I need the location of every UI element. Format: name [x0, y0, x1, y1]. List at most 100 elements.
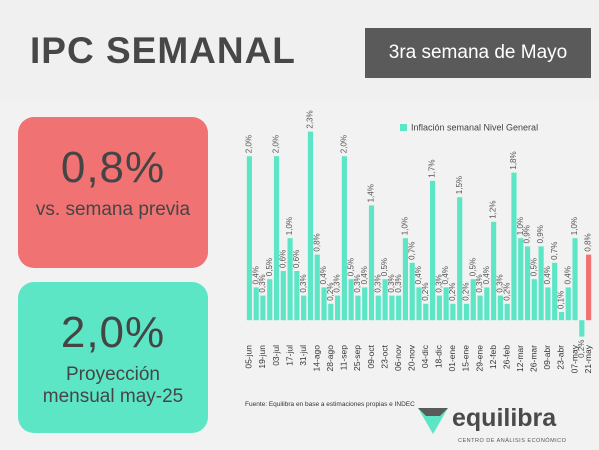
value-label: 0,5%: [468, 258, 477, 276]
value-label: 2,0%: [245, 135, 254, 153]
value-label: 0,4%: [543, 266, 552, 284]
x-tick-label: 12-mar: [515, 345, 525, 372]
value-label: 0,8%: [312, 233, 321, 251]
bar: [253, 287, 259, 321]
x-tick-label: 26-feb: [501, 345, 511, 369]
bar: [355, 295, 361, 321]
bar: [389, 295, 395, 321]
x-tick-label: 20-nov: [406, 344, 416, 371]
value-label: 1,2%: [489, 201, 498, 219]
bar: [314, 254, 320, 321]
bar: [545, 287, 551, 321]
x-tick-label: 11-sep: [339, 345, 349, 371]
bar: [572, 238, 578, 321]
x-tick-label: 31-jul: [298, 345, 308, 366]
bar: [396, 295, 402, 321]
value-label: 0,8%: [584, 233, 593, 251]
value-label: 1,8%: [509, 151, 518, 169]
bar: [402, 238, 409, 321]
value-label: 1,0%: [570, 217, 579, 235]
weekly-card: 0,8% vs. semana previa: [18, 117, 208, 268]
bar: [301, 295, 307, 321]
value-label: 0,2%: [577, 340, 586, 358]
x-tick-label: 09-oct: [366, 344, 376, 368]
value-label: 0,1%: [557, 291, 566, 309]
value-label: 0,2%: [462, 283, 471, 301]
bar: [463, 303, 470, 321]
card-label: vs. semana previa: [35, 199, 191, 220]
value-label: 0,6%: [278, 250, 287, 268]
card-value: 2,0%: [60, 308, 166, 357]
x-tick-label: 01-ene: [447, 345, 457, 372]
source: Fuente: Equilibra en base a estimaciones…: [245, 401, 415, 408]
x-tick-label: 03-jul: [271, 345, 281, 366]
bar: [287, 238, 293, 321]
bar: [538, 246, 544, 321]
bar: [382, 279, 388, 321]
bar: [558, 312, 565, 321]
bar: [348, 279, 354, 321]
bar: [341, 156, 347, 321]
x-tick-label: 15-ene: [461, 345, 471, 372]
value-label: 0,3%: [258, 274, 267, 292]
value-label: 0,4%: [319, 266, 328, 284]
card-value: 0,8%: [60, 143, 166, 192]
bar: [307, 131, 314, 321]
bar: [552, 262, 558, 321]
bar: [579, 320, 585, 337]
card-label: Proyección mensual may-25: [42, 364, 184, 407]
value-label: 0,2%: [448, 283, 457, 301]
title: IPC SEMANAL: [30, 30, 296, 71]
week-label: 3ra semana de Mayo: [365, 28, 591, 78]
bar: [504, 303, 510, 321]
bar: [524, 246, 531, 321]
x-tick-label: 23-abr: [556, 345, 566, 370]
value-label: 2,0%: [339, 135, 348, 153]
x-tick-label: 28-ago: [325, 345, 335, 372]
value-label: 1,4%: [367, 184, 376, 202]
bar: [294, 271, 300, 321]
bar: [497, 295, 503, 321]
value-label: 0,5%: [529, 258, 538, 276]
x-tick-label: 06-nov: [393, 344, 403, 371]
value-label: 0,4%: [482, 266, 491, 284]
bar: [409, 262, 415, 321]
value-label: 0,4%: [360, 266, 369, 284]
value-label: 0,4%: [251, 266, 260, 284]
bar: [416, 287, 422, 321]
bar: [260, 295, 266, 321]
bar: [423, 303, 429, 321]
value-label: 0,2%: [326, 283, 335, 301]
bar: [362, 287, 368, 321]
value-label: 1,0%: [401, 217, 410, 235]
x-tick-label: 18-dic: [434, 344, 444, 368]
bar: [273, 156, 280, 321]
legend-swatch: [400, 124, 407, 131]
x-tick-label: 09-abr: [542, 345, 552, 370]
bar: [477, 295, 483, 321]
bar: [518, 238, 524, 321]
value-label: 0,5%: [380, 258, 389, 276]
x-tick-label: 21-may: [583, 344, 593, 373]
x-tick-label: 29-ene: [474, 345, 484, 372]
x-tick-label: 25-sep: [352, 345, 362, 371]
logo-tagline: CENTRO DE ANÁLISIS ECONÓMICO: [458, 437, 567, 444]
bar: [457, 197, 463, 321]
value-label: 0,3%: [387, 274, 396, 292]
value-label: 0,9%: [536, 225, 545, 243]
bar: [531, 279, 537, 321]
value-label: 0,3%: [475, 274, 484, 292]
value-label: 0,3%: [394, 274, 403, 292]
value-label: 1,0%: [285, 217, 294, 235]
value-label: 0,5%: [265, 258, 274, 276]
value-label: 0,4%: [414, 266, 423, 284]
bar: [335, 295, 341, 321]
value-label: 0,5%: [346, 258, 355, 276]
logo-name: equilibra: [452, 404, 557, 432]
value-label: 0,2%: [502, 283, 511, 301]
bar: [246, 156, 252, 321]
bar: [565, 287, 571, 321]
x-tick-label: 26-mar: [529, 345, 539, 372]
x-tick-label: 05-jun: [244, 345, 254, 369]
